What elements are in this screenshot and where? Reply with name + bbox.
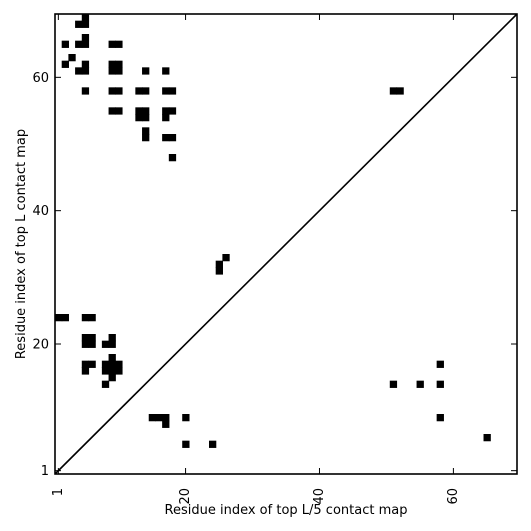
contact-cell-lower [115, 367, 123, 375]
contact-cell-upper [75, 20, 83, 28]
contact-cells [55, 14, 491, 448]
contact-cell-lower [108, 340, 116, 348]
contact-cell-upper [81, 40, 90, 48]
contact-cell-lower [55, 314, 63, 322]
y-tick-label: 1 [41, 464, 49, 479]
contact-cell-lower [108, 354, 116, 362]
contact-cell-upper [81, 34, 90, 42]
contact-cell-upper [115, 87, 123, 95]
x-tick-label: 20 [178, 488, 193, 505]
contact-cell-upper [162, 67, 170, 75]
contact-cell-upper [81, 20, 90, 28]
contact-cell-lower [101, 340, 110, 348]
contact-cell-upper [135, 114, 143, 122]
contact-cell-upper [108, 87, 116, 95]
x-axis-label: Residue index of top L/5 contact map [165, 503, 408, 518]
contact-cell-upper [142, 107, 150, 115]
contact-cell-upper [81, 87, 90, 95]
contact-cell-upper [115, 40, 123, 48]
contact-cell-lower [81, 360, 90, 368]
contact-cell-upper [108, 107, 116, 115]
contact-cell-lower [108, 367, 116, 375]
contact-cell-lower [108, 360, 116, 368]
contact-cell-lower [101, 367, 110, 375]
contact-cell-upper [162, 107, 170, 115]
plot-frame [54, 13, 518, 475]
contact-cell-lower [88, 334, 96, 342]
contact-cell-upper [162, 87, 170, 95]
y-tick-label: 20 [32, 338, 49, 353]
contact-cell-lower [115, 360, 123, 368]
x-tick-label: 40 [312, 488, 327, 505]
contact-cell-lower [81, 314, 90, 322]
contact-cell-upper [142, 127, 150, 135]
contact-cell-upper [215, 267, 223, 275]
contact-cell-lower [148, 414, 157, 422]
contact-cell-upper [81, 14, 90, 22]
contact-cell-upper [168, 107, 177, 115]
contact-cell-lower [88, 314, 96, 322]
contact-cell-upper [215, 260, 223, 268]
contact-cell-upper [168, 134, 177, 142]
contact-cell-lower [436, 414, 444, 422]
contact-cell-upper [168, 87, 177, 95]
contact-cell-upper [75, 40, 83, 48]
contact-cell-upper [162, 114, 170, 122]
contact-cell-upper [81, 67, 90, 75]
contact-cell-lower [182, 440, 190, 448]
contact-cell-upper [389, 87, 398, 95]
contact-cell-upper [81, 60, 90, 68]
contact-cell-upper [142, 134, 150, 142]
contact-cell-upper [142, 114, 150, 122]
contact-cell-lower [108, 334, 116, 342]
contact-cell-lower [101, 360, 110, 368]
contact-cell-lower [436, 360, 444, 368]
contact-cell-lower [182, 414, 190, 422]
contact-cell-lower [108, 374, 116, 382]
contact-cell-lower [88, 360, 96, 368]
contact-cell-lower [389, 380, 398, 388]
contact-cell-upper [68, 54, 76, 62]
contact-cell-upper [142, 67, 150, 75]
y-tick-label: 60 [32, 71, 49, 86]
contact-cell-upper [396, 87, 404, 95]
contact-cell-upper [115, 60, 123, 68]
contact-cell-upper [142, 87, 150, 95]
contact-cell-upper [135, 87, 143, 95]
contact-cell-lower [162, 414, 170, 422]
contact-cell-lower [483, 434, 491, 442]
contact-cell-upper [108, 40, 116, 48]
contact-cell-upper [108, 60, 116, 68]
axis-ticks: 1 20 40 60 1 20 40 60 [32, 14, 517, 505]
contact-cell-lower [162, 420, 170, 428]
contact-cell-upper [115, 67, 123, 75]
contact-cell-upper [168, 154, 177, 162]
y-tick-label: 40 [32, 204, 49, 219]
contact-cell-upper [222, 254, 230, 262]
contact-cell-upper [75, 67, 83, 75]
contact-cell-lower [81, 340, 90, 348]
contact-cell-upper [135, 107, 143, 115]
contact-cell-lower [81, 334, 90, 342]
contact-cell-lower [436, 380, 444, 388]
contact-cell-upper [115, 107, 123, 115]
contact-cell-lower [209, 440, 217, 448]
contact-cell-lower [81, 367, 90, 375]
contact-cell-lower [416, 380, 424, 388]
contact-cell-upper [162, 134, 170, 142]
contact-cell-lower [155, 414, 163, 422]
contact-cell-upper [108, 67, 116, 75]
contact-cell-lower [88, 340, 96, 348]
contact-cell-lower [61, 314, 69, 322]
x-tick-label: 60 [446, 488, 461, 505]
x-tick-label: 1 [51, 488, 66, 496]
contact-cell-lower [101, 380, 110, 388]
contact-cell-upper [61, 60, 69, 68]
diagonal-line [54, 13, 518, 475]
y-axis-label: Residue index of top L contact map [14, 129, 29, 359]
contact-cell-upper [61, 40, 69, 48]
